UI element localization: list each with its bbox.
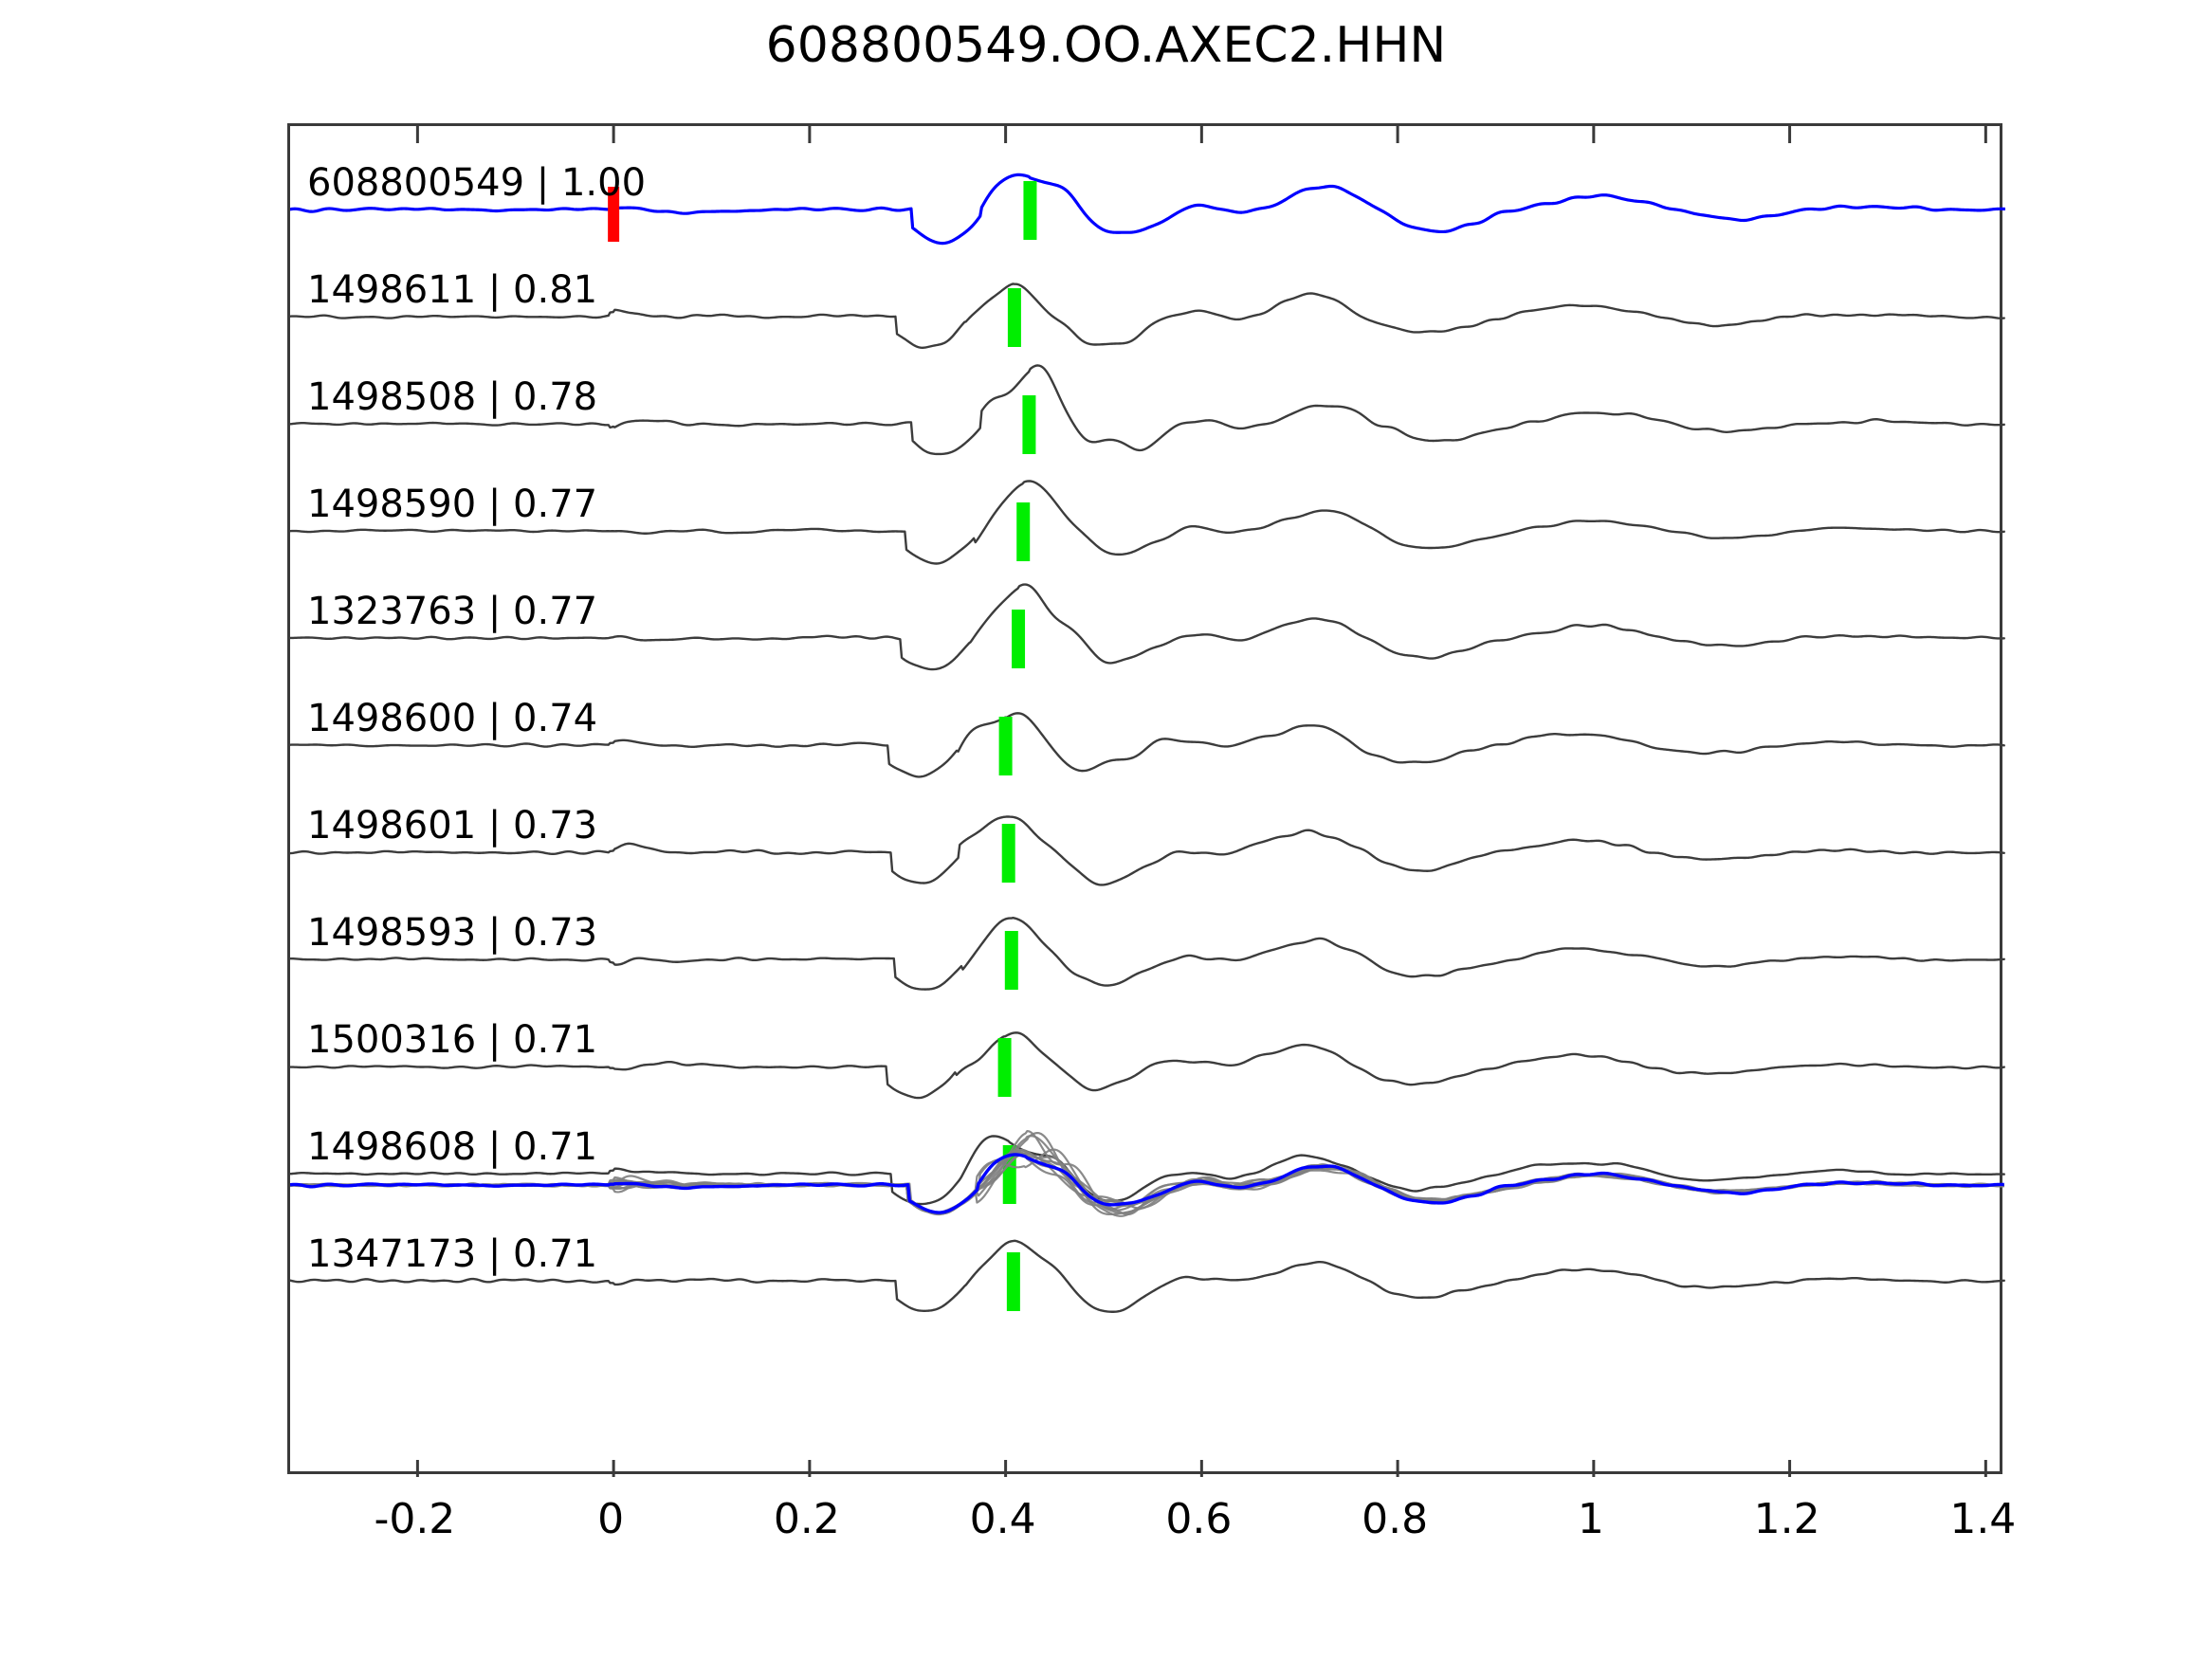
x-axis-tick-label: 0.4 xyxy=(969,1495,1036,1543)
waveform-trace xyxy=(290,480,2005,565)
phase-pick-marker xyxy=(1007,288,1021,347)
origin-time-marker xyxy=(608,187,620,242)
x-axis-tick-label: -0.2 xyxy=(374,1495,456,1543)
plot-area: 608800549 | 1.00 1498611 | 0.81 1498508 | … xyxy=(287,123,2005,1477)
waveform-trace xyxy=(290,283,2005,349)
trace-label: 1498601 | 0.73 xyxy=(307,804,598,848)
waveform-trace xyxy=(290,917,2005,991)
trace-label: 1500316 | 0.71 xyxy=(307,1018,598,1062)
waveform-trace xyxy=(290,173,2005,246)
page-title: 608800549.OO.AXEC2.HHN xyxy=(765,17,1447,74)
phase-pick-marker xyxy=(1022,395,1036,454)
waveform-trace xyxy=(290,1239,2005,1313)
x-axis-tick-label: 1.2 xyxy=(1753,1495,1820,1543)
trace-label: 1347173 | 0.71 xyxy=(307,1232,598,1276)
phase-pick-marker xyxy=(1006,1252,1020,1311)
phase-pick-marker xyxy=(1023,181,1037,240)
x-axis-tick-label: 0.8 xyxy=(1362,1495,1429,1543)
stack-template-trace xyxy=(290,1153,2004,1214)
trace-label: 1498590 | 0.77 xyxy=(307,483,598,526)
x-axis-tick-label: 1 xyxy=(1577,1495,1604,1543)
phase-pick-marker xyxy=(1004,931,1018,990)
waveform-trace xyxy=(290,583,2005,671)
waveform-trace xyxy=(290,712,2005,778)
waveform-trace xyxy=(290,1031,2005,1100)
trace-label: 1498608 | 0.71 xyxy=(307,1125,598,1169)
x-axis-tick-label: 0 xyxy=(597,1495,625,1543)
trace-label: 1323763 | 0.77 xyxy=(307,590,598,633)
phase-pick-marker xyxy=(1001,824,1015,883)
phase-pick-marker xyxy=(1016,502,1031,561)
waveform-canvas xyxy=(290,126,2005,1477)
x-axis-tick-label: 0.6 xyxy=(1165,1495,1233,1543)
phase-pick-marker xyxy=(997,1038,1012,1097)
phase-pick-marker xyxy=(998,717,1013,775)
trace-label: 1498593 | 0.73 xyxy=(307,911,598,955)
trace-label: 1498611 | 0.81 xyxy=(307,268,598,312)
trace-label: 1498600 | 0.74 xyxy=(307,697,598,740)
waveform-trace xyxy=(290,1135,2005,1206)
trace-label: 1498508 | 0.78 xyxy=(307,375,598,419)
x-axis-tick-label: 1.4 xyxy=(1949,1495,2017,1543)
waveform-trace xyxy=(290,815,2005,886)
x-axis-tick-label: 0.2 xyxy=(773,1495,840,1543)
phase-pick-marker xyxy=(1012,610,1026,668)
trace-label: 608800549 | 1.00 xyxy=(307,161,647,205)
waveform-trace xyxy=(290,364,2005,456)
